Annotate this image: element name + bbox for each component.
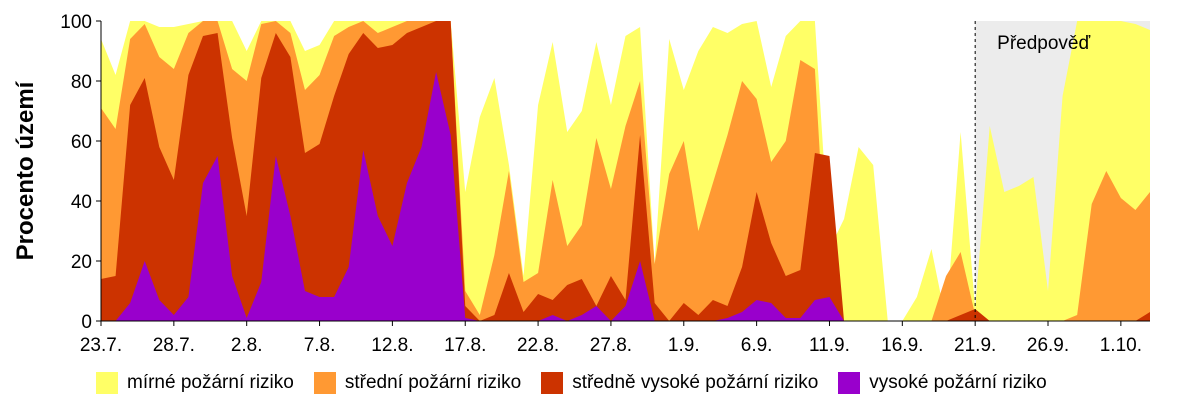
axes-group: 0 20 40 60 80 100 23.7. 28.7. 2.8. 7.8. 12.8. 17.8.… (60, 12, 1150, 356)
y-tick-label: 40 (71, 192, 92, 213)
area-series-0 (101, 72, 1150, 321)
legend-item-medium-high: středně vysoké požární riziko (541, 372, 818, 394)
y-tick-label: 100 (60, 12, 92, 33)
legend-item-high: vysoké požární riziko (838, 372, 1047, 394)
legend-item-medium: střední požární riziko (313, 372, 522, 394)
legend-label-mild: mírné požární riziko (127, 372, 294, 393)
x-tick-label: 11.9. (809, 335, 850, 356)
y-tick-label: 60 (71, 132, 92, 153)
legend-label-high: vysoké požární riziko (869, 372, 1047, 393)
legend-swatch-mild (96, 372, 118, 394)
x-tick-label: 17.8. (444, 335, 486, 356)
y-axis-label: Procento území (12, 80, 39, 260)
x-tick-label: 22.8. (517, 335, 559, 356)
x-tick-label: 2.8. (231, 335, 263, 356)
legend-swatch-medium (313, 372, 336, 394)
legend-item-mild: mírné požární riziko (96, 372, 294, 394)
x-tick-label: 12.8. (371, 335, 413, 356)
x-tick-label: 26.9. (1027, 335, 1069, 356)
y-tick-label: 20 (71, 252, 92, 273)
x-tick-label: 23.7. (80, 335, 122, 356)
x-tick-label: 28.7. (153, 335, 195, 356)
area-series-group (101, 21, 1150, 321)
x-tick-label: 7.8. (304, 335, 336, 356)
legend-label-medium: střední požární riziko (344, 372, 522, 393)
x-tick-label: 16.9. (881, 335, 923, 356)
x-tick-label: 21.9. (954, 335, 996, 356)
legend-swatch-high (838, 372, 861, 394)
x-tick-label: 6.9. (741, 335, 773, 356)
legend: mírné požární riziko střední požární riz… (96, 370, 1186, 396)
y-tick-label: 0 (81, 312, 92, 333)
legend-label-medium-high: středně vysoké požární riziko (572, 372, 819, 393)
forecast-label: Předpověď (997, 33, 1090, 54)
y-tick-label: 80 (71, 72, 92, 93)
x-tick-label: 1.10. (1100, 335, 1142, 356)
legend-swatch-medium-high (541, 372, 564, 394)
x-tick-label: 1.9. (668, 335, 700, 356)
x-tick-label: 27.8. (590, 335, 632, 356)
